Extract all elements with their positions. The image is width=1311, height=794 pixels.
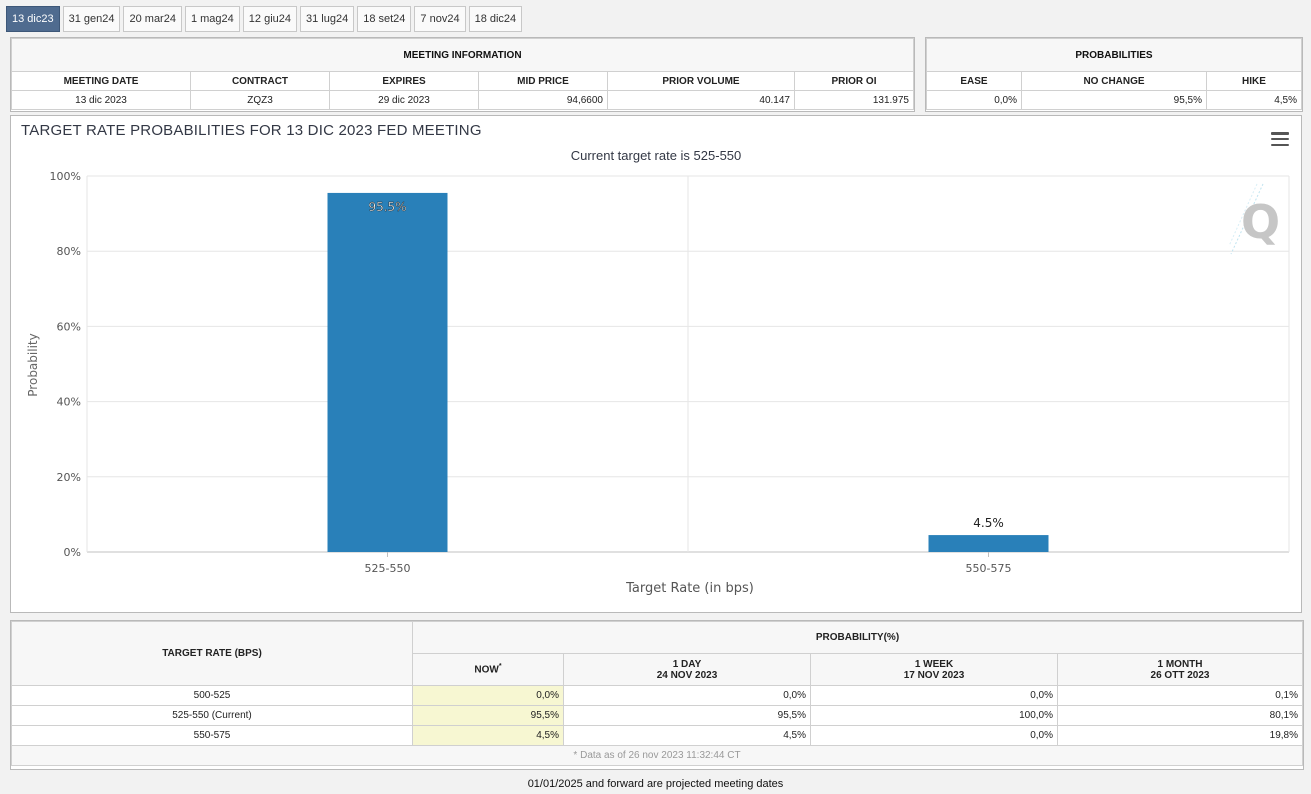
probabilities-panel: PROBABILITIES EASE NO CHANGE HIKE 0,0% 9…	[925, 37, 1303, 112]
header-1-week: 1 WEEK 17 NOV 2023	[810, 653, 1058, 686]
header-meeting-date: MEETING DATE	[11, 71, 191, 91]
one-day-cell: 0,0%	[563, 685, 811, 706]
watermark-letter: Q	[1241, 195, 1280, 249]
tab-31-gen24[interactable]: 31 gen24	[62, 6, 121, 32]
tab-13-dic23[interactable]: 13 dic23	[6, 6, 60, 32]
header-probability: PROBABILITY(%)	[412, 621, 1303, 654]
y-tick-label: 0%	[64, 546, 81, 559]
tab-1-mag24[interactable]: 1 mag24	[184, 6, 240, 32]
contract-value: ZQZ3	[190, 90, 330, 110]
one-week-cell: 0,0%	[810, 685, 1058, 706]
data-as-of-note: * Data as of 26 nov 2023 11:32:44 CT	[11, 745, 1303, 766]
now-cell: 95,5%	[412, 705, 564, 726]
header-1-day: 1 DAY 24 NOV 2023	[563, 653, 811, 686]
target-rate-table-panel: TARGET RATE (BPS) PROBABILITY(%) NOW* 1 …	[10, 620, 1304, 770]
rate-cell: 525-550 (Current)	[11, 705, 413, 726]
one-week-cell: 0,0%	[810, 725, 1058, 746]
x-tick-label: 525-550	[365, 562, 411, 575]
x-axis-title: Target Rate (in bps)	[625, 581, 754, 596]
one-day-cell: 95,5%	[563, 705, 811, 726]
header-prior-volume: PRIOR VOLUME	[607, 71, 795, 91]
one-week-cell: 100,0%	[810, 705, 1058, 726]
prior-volume-value: 40.147	[607, 90, 795, 110]
x-tick-label: 550-575	[966, 562, 1012, 575]
header-prior-oi: PRIOR OI	[794, 71, 914, 91]
header-1-month: 1 MONTH 26 OTT 2023	[1057, 653, 1303, 686]
target-rate-table: TARGET RATE (BPS) PROBABILITY(%) NOW* 1 …	[11, 621, 1303, 766]
table-row: 525-550 (Current) 95,5% 95,5% 100,0% 80,…	[11, 705, 1303, 726]
tab-18-dic24[interactable]: 18 dic24	[468, 6, 523, 32]
y-tick-label: 60%	[57, 320, 81, 333]
one-month-cell: 0,1%	[1057, 685, 1303, 706]
now-cell: 4,5%	[412, 725, 564, 746]
ease-value: 0,0%	[926, 90, 1022, 110]
one-month-cell: 19,8%	[1057, 725, 1303, 746]
meeting-tabs: 13 dic23 31 gen24 20 mar24 1 mag24 12 gi…	[6, 6, 523, 32]
tab-31-lug24[interactable]: 31 lug24	[300, 6, 355, 32]
table-row: 550-575 4,5% 4,5% 0,0% 19,8%	[11, 725, 1303, 746]
table-row: 500-525 0,0% 0,0% 0,0% 0,1%	[11, 685, 1303, 706]
mid-price-value: 94,6600	[478, 90, 608, 110]
chart-subtitle: Current target rate is 525-550	[570, 148, 742, 163]
rate-cell: 550-575	[11, 725, 413, 746]
meeting-info-panel: MEETING INFORMATION MEETING DATE CONTRAC…	[10, 37, 915, 112]
y-tick-label: 100%	[50, 170, 81, 183]
bar-525-550[interactable]	[327, 192, 448, 553]
header-ease: EASE	[926, 71, 1022, 91]
watermark-logo: Q	[1228, 183, 1280, 255]
header-expires: EXPIRES	[329, 71, 479, 91]
footer-note: 01/01/2025 and forward are projected mee…	[527, 778, 784, 790]
y-axis-title: Probability	[26, 333, 40, 396]
header-no-change: NO CHANGE	[1021, 71, 1207, 91]
meeting-date-value: 13 dic 2023	[11, 90, 191, 110]
hike-value: 4,5%	[1206, 90, 1302, 110]
no-change-value: 95,5%	[1021, 90, 1207, 110]
chart-title: TARGET RATE PROBABILITIES FOR 13 DIC 202…	[21, 122, 482, 139]
probabilities-title: PROBABILITIES	[926, 38, 1302, 72]
tab-7-nov24[interactable]: 7 nov24	[414, 6, 466, 32]
tab-18-set24[interactable]: 18 set24	[357, 6, 412, 32]
header-mid-price: MID PRICE	[478, 71, 608, 91]
meeting-info-title: MEETING INFORMATION	[11, 38, 914, 72]
tab-20-mar24[interactable]: 20 mar24	[123, 6, 182, 32]
header-contract: CONTRACT	[190, 71, 330, 91]
bar-550-575[interactable]	[928, 535, 1049, 552]
chart-menu-icon[interactable]	[1271, 132, 1289, 147]
header-target-rate: TARGET RATE (BPS)	[11, 621, 413, 686]
header-hike: HIKE	[1206, 71, 1302, 91]
y-tick-label: 80%	[57, 245, 81, 258]
now-marker: *	[498, 663, 502, 671]
one-day-cell: 4,5%	[563, 725, 811, 746]
y-tick-label: 20%	[57, 471, 81, 484]
data-label: 4.5%	[973, 516, 1004, 530]
chart-panel: TARGET RATE PROBABILITIES FOR 13 DIC 202…	[10, 115, 1302, 613]
y-tick-label: 40%	[57, 396, 81, 409]
now-cell: 0,0%	[412, 685, 564, 706]
one-month-cell: 80,1%	[1057, 705, 1303, 726]
prior-oi-value: 131.975	[794, 90, 914, 110]
data-label: 95.5%	[368, 200, 406, 214]
header-now: NOW*	[412, 653, 564, 686]
probabilities-table: PROBABILITIES EASE NO CHANGE HIKE 0,0% 9…	[926, 38, 1302, 110]
rate-cell: 500-525	[11, 685, 413, 706]
meeting-info-table: MEETING INFORMATION MEETING DATE CONTRAC…	[11, 38, 914, 110]
tab-12-giu24[interactable]: 12 giu24	[242, 6, 297, 32]
bar-chart: 0% 20% 40% 60% 80% 100% 525-550 95.5% 550-575 4.5…	[26, 170, 1290, 596]
expires-value: 29 dic 2023	[329, 90, 479, 110]
